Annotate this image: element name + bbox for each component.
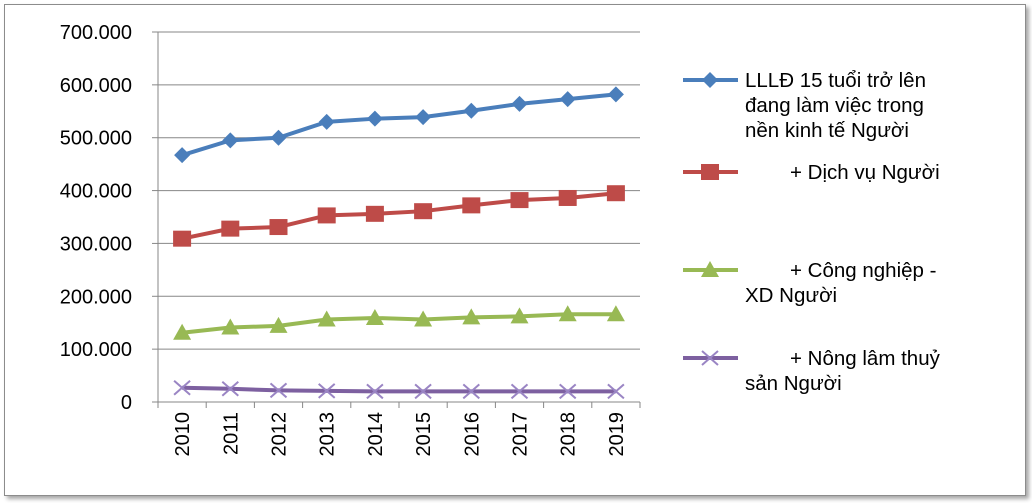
legend-label-1: đang làm việc trong <box>745 94 924 117</box>
series-line-3 <box>181 312 616 335</box>
data-point-4 <box>414 383 432 400</box>
data-point-3 <box>414 310 433 327</box>
data-point-4 <box>173 379 191 396</box>
data-point-1 <box>174 147 191 164</box>
legend-marker-1 <box>702 72 718 88</box>
data-point-2 <box>558 189 577 206</box>
data-point-2 <box>462 197 481 214</box>
y-tick-label: 700.000 <box>60 22 132 44</box>
data-point-3 <box>462 308 481 325</box>
x-tick-label: 2010 <box>172 412 194 457</box>
x-tick-label: 2013 <box>317 412 339 457</box>
data-point-2 <box>414 203 433 220</box>
data-point-4 <box>221 381 239 397</box>
data-point-4 <box>318 383 336 399</box>
y-tick-label: 500.000 <box>60 128 132 150</box>
legend-label-4: + Nông lâm thuỷ <box>790 347 941 370</box>
x-tick-label: 2017 <box>510 412 532 457</box>
legend-label-4: sản Người <box>745 372 842 395</box>
series-line-4 <box>182 385 616 394</box>
y-tick-label: 400.000 <box>60 181 132 203</box>
data-point-2 <box>365 205 384 222</box>
data-point-4 <box>269 382 288 399</box>
y-tick-label: 200.000 <box>60 286 132 308</box>
data-point-1 <box>463 102 480 119</box>
x-tick-label: 2014 <box>365 412 387 457</box>
y-tick-label: 0 <box>121 392 132 414</box>
data-point-3 <box>606 305 625 322</box>
data-point-1 <box>318 113 335 130</box>
y-tick-labels: 0 100.000 200.000 300.000 400.000 500.000 600.… <box>60 22 132 414</box>
x-tick-label: 2018 <box>558 412 580 457</box>
data-point-1 <box>415 109 432 126</box>
series-line-2 <box>181 191 617 241</box>
data-point-4 <box>462 383 480 400</box>
data-point-3 <box>365 308 384 325</box>
legend-label-1: nền kinh tế Người <box>745 119 909 142</box>
y-tick-label: 100.000 <box>60 339 132 361</box>
data-point-2 <box>317 207 336 224</box>
data-point-3 <box>221 318 240 335</box>
data-point-1 <box>607 86 624 103</box>
data-point-3 <box>558 305 577 322</box>
data-point-2 <box>269 219 288 236</box>
x-tick-labels: 2010 2011 2012 2013 2014 2015 2016 2017 2018 2019 <box>172 412 628 457</box>
y-tick-label: 600.000 <box>60 75 132 97</box>
x-tick-label: 2015 <box>413 412 435 457</box>
data-point-4 <box>366 383 384 400</box>
x-tick-label: 2012 <box>269 412 291 457</box>
y-tick-label: 300.000 <box>60 233 132 255</box>
gridlines <box>158 31 640 350</box>
data-point-1 <box>366 110 383 127</box>
series-line-1 <box>181 92 617 158</box>
legend-label-2: + Dịch vụ Người <box>790 161 940 184</box>
data-point-1 <box>270 129 287 146</box>
legend-label-3: XD Người <box>745 284 837 307</box>
data-point-1 <box>511 95 528 112</box>
axes <box>152 31 641 408</box>
data-point-4 <box>510 383 529 400</box>
data-point-3 <box>317 310 336 327</box>
legend-marker-2 <box>701 164 719 180</box>
legend-marker-4 <box>701 350 719 366</box>
data-point-3 <box>269 316 288 333</box>
x-tick-label: 2019 <box>606 412 628 457</box>
data-point-1 <box>222 132 239 149</box>
x-tick-label: 2016 <box>461 412 483 457</box>
data-point-2 <box>173 230 192 247</box>
data-point-4 <box>559 383 577 400</box>
legend-label-3: + Công nghiệp - <box>790 259 936 282</box>
data-point-4 <box>607 383 625 400</box>
legend-label-1: LLLĐ 15 tuổi trở lên <box>745 69 926 92</box>
data-point-1 <box>559 91 576 108</box>
data-point-2 <box>221 220 240 237</box>
legend-marker-3 <box>701 261 719 277</box>
chart-frame <box>4 4 1026 496</box>
data-point-3 <box>510 307 529 324</box>
series-markers <box>173 86 625 400</box>
data-point-2 <box>606 185 625 202</box>
series-lines <box>181 92 617 394</box>
x-tick-label: 2011 <box>220 412 242 455</box>
data-point-3 <box>173 323 192 340</box>
data-point-2 <box>510 192 529 209</box>
